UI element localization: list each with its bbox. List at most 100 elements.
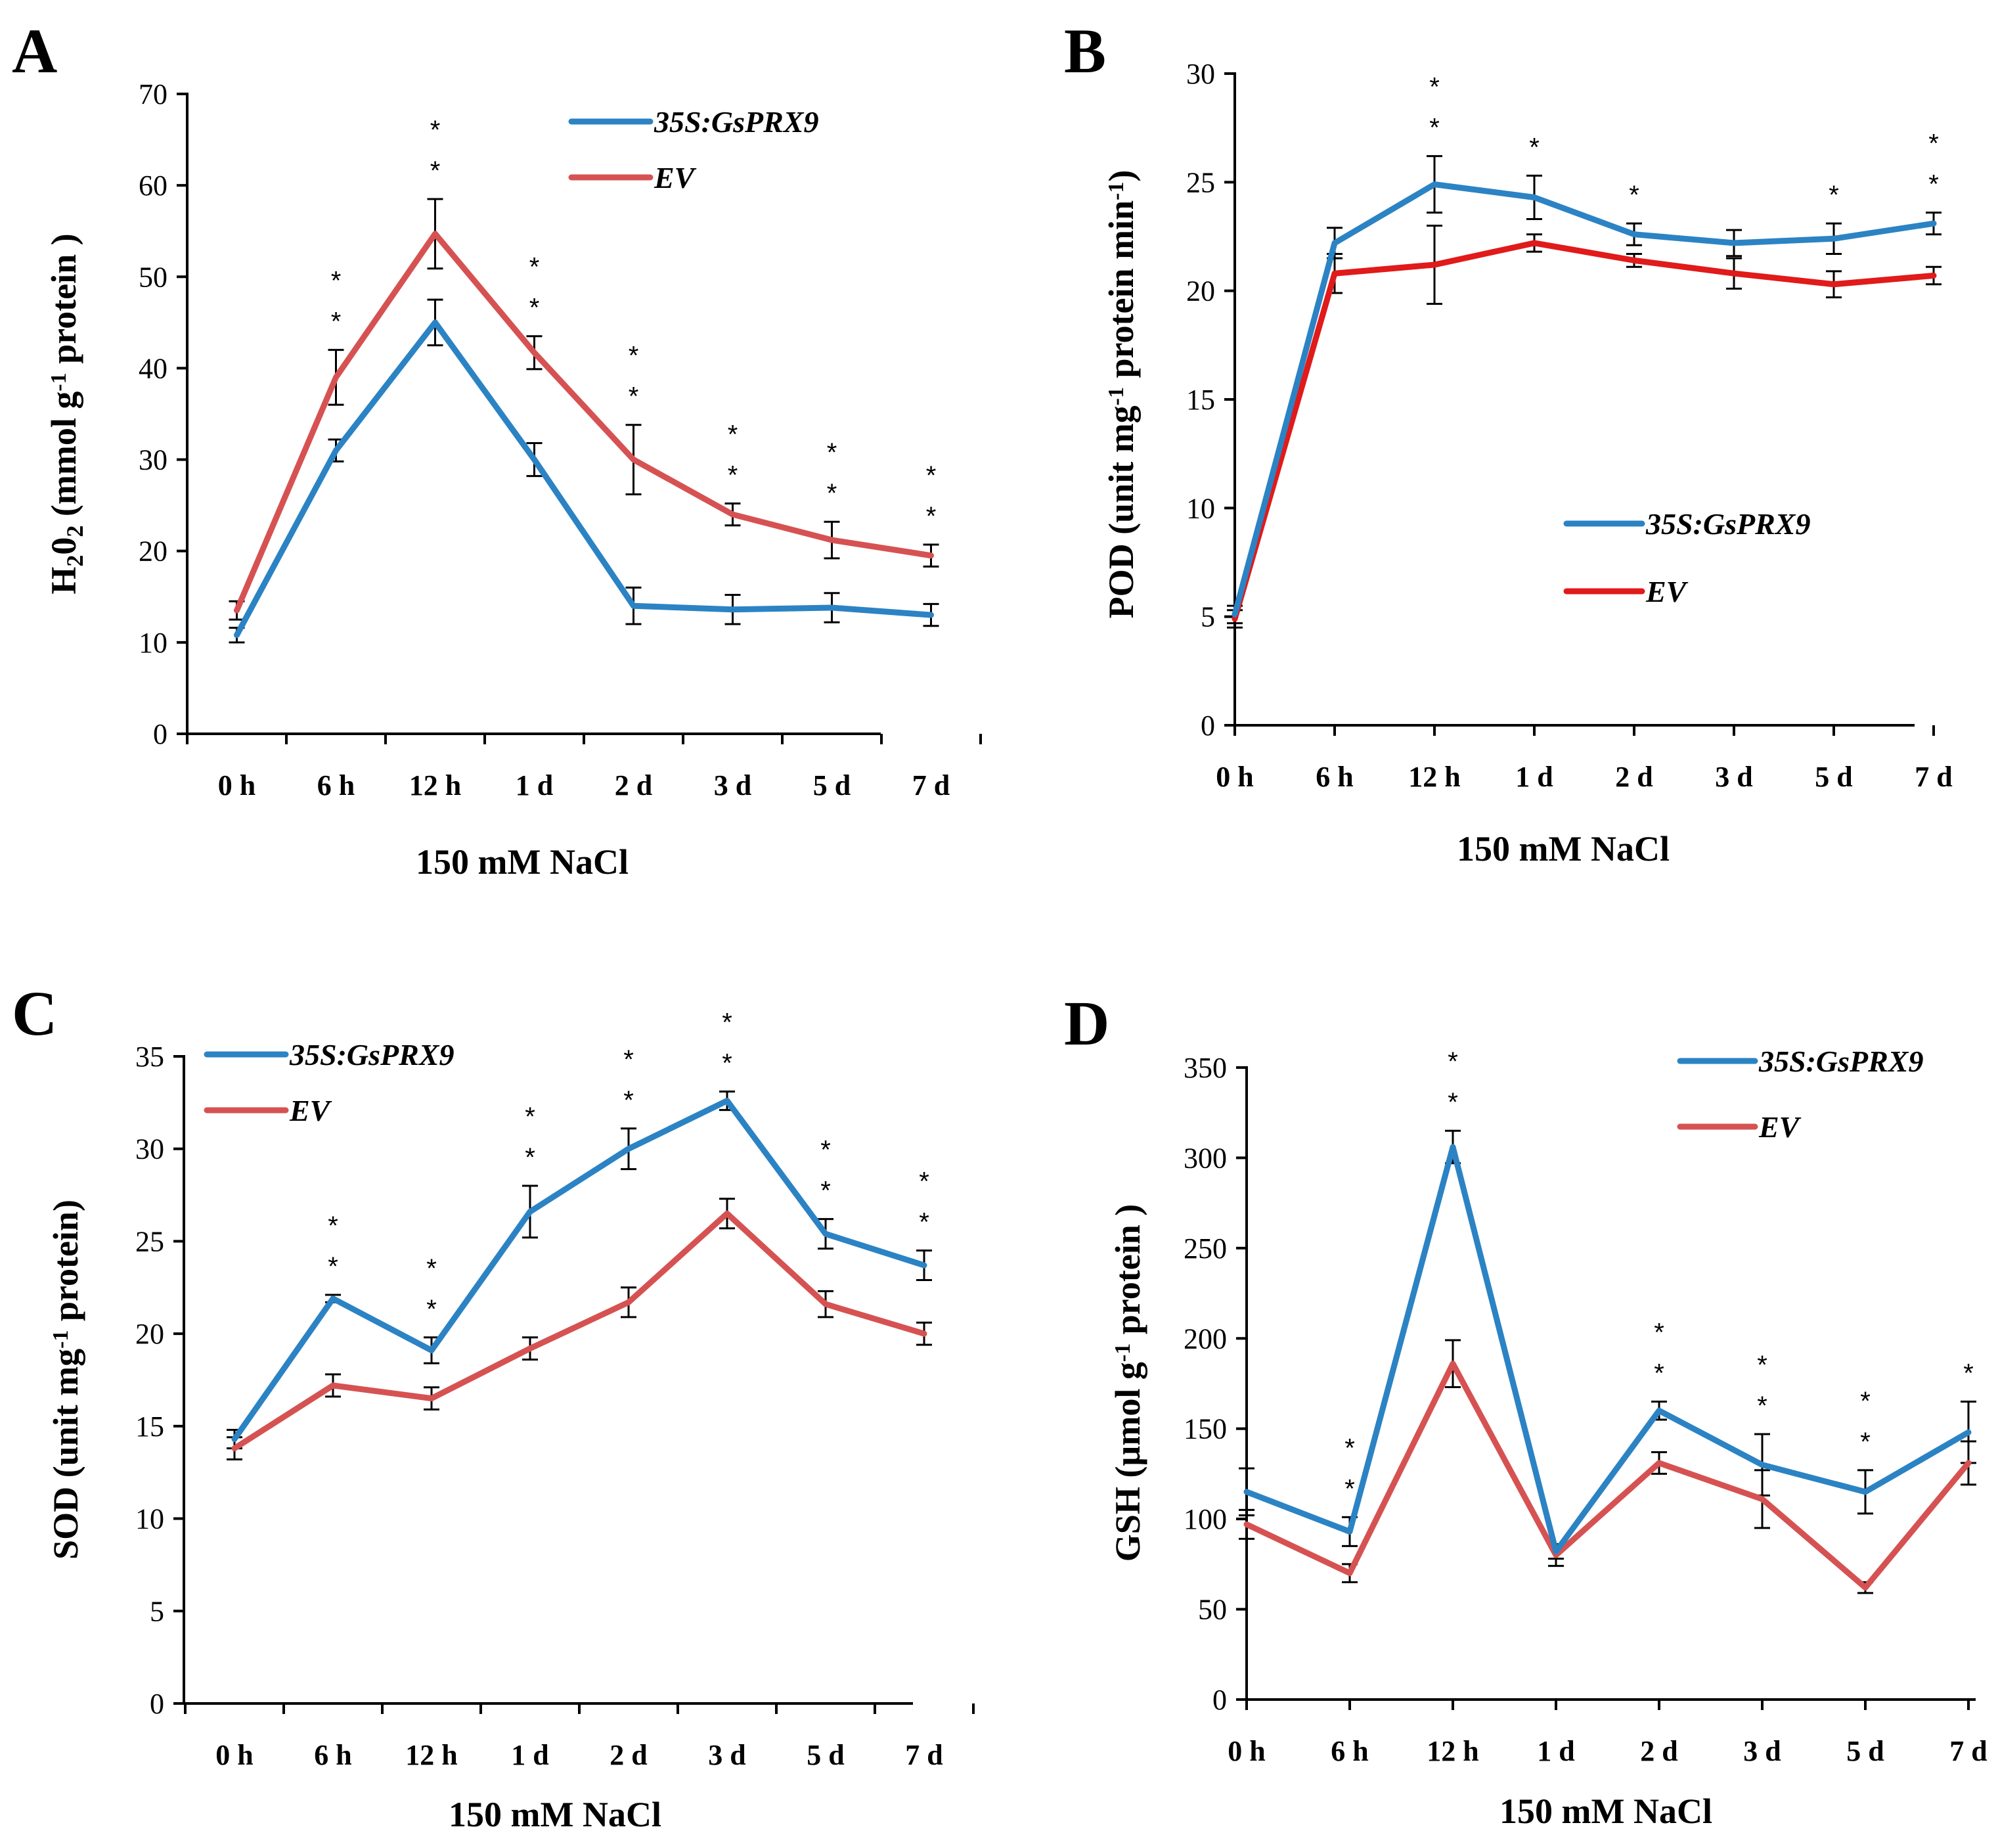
significance-star-c: * <box>919 1208 929 1237</box>
significance-star-d: * <box>1448 1047 1458 1076</box>
series-line-gsprx9-d <box>1243 1144 1972 1555</box>
y-tick-label-d: 0 <box>1212 1684 1227 1716</box>
series-line-ev-b <box>1232 240 1937 622</box>
x-tick-label-d: 6 h <box>1331 1735 1368 1767</box>
y-title-part: POD (unit mg <box>1101 405 1141 618</box>
x-tick-label-d: 1 d <box>1537 1735 1574 1767</box>
significance-star-c: * <box>820 1136 831 1165</box>
legend-label-ev-a: EV <box>654 161 697 194</box>
y-tick-label-d: 150 <box>1184 1413 1227 1445</box>
x-tick-label-d: 0 h <box>1228 1735 1265 1767</box>
y-title-part: SOD (unit mg <box>46 1349 85 1560</box>
significance-star-d: * <box>1860 1387 1871 1416</box>
y-tick-label-b: 15 <box>1186 384 1215 416</box>
x-tick-label-b: 7 d <box>1915 761 1952 793</box>
x-tick-label-b: 3 d <box>1715 761 1752 793</box>
series-line-gsprx9-a <box>234 319 934 639</box>
y-axis-title-b: POD (unit mg-1 protein min-1) <box>1101 170 1141 619</box>
y-title-part: protein ) <box>1108 1204 1147 1343</box>
y-tick-label-c: 15 <box>135 1410 164 1443</box>
x-tick-label-d: 5 d <box>1846 1735 1884 1767</box>
significance-star-c: * <box>623 1045 634 1074</box>
legend-label-gsprx9-a: 35S:GsPRX9 <box>654 105 818 139</box>
significance-star-d: * <box>1757 1391 1767 1420</box>
y-title-part: (mmol g <box>44 392 83 526</box>
y-title-sup: -1 <box>1111 1343 1135 1362</box>
y-axis-title-c: SOD (unit mg-1 protein) <box>46 1200 85 1560</box>
significance-star-b: * <box>1429 114 1440 143</box>
x-tick-label-c: 3 d <box>708 1739 745 1771</box>
significance-star-a: * <box>629 342 639 371</box>
significance-star-d: * <box>1344 1433 1355 1462</box>
significance-star-c: * <box>328 1211 338 1240</box>
x-tick-label-b: 12 h <box>1408 761 1460 793</box>
significance-star-c: * <box>722 1048 732 1077</box>
y-tick-label-d: 350 <box>1184 1052 1227 1084</box>
y-tick-label-a: 20 <box>139 535 167 568</box>
x-tick-label-a: 5 d <box>813 769 851 801</box>
significance-star-b: * <box>1629 181 1639 210</box>
y-title-part: protein) <box>46 1200 85 1330</box>
y-title-sup: -1 <box>1104 182 1128 200</box>
significance-star-d: * <box>1344 1474 1355 1503</box>
y-title-part: GSH (µmol g <box>1108 1362 1147 1562</box>
significance-star-c: * <box>426 1254 437 1283</box>
y-tick-label-b: 20 <box>1186 275 1215 307</box>
legend-label-gsprx9-c: 35S:GsPRX9 <box>289 1038 454 1071</box>
x-axis-title-d: 150 mM NaCl <box>1499 1792 1712 1831</box>
y-title-sub: 2 <box>62 555 88 567</box>
x-axis-title-a: 150 mM NaCl <box>416 842 629 882</box>
y-tick-label-b: 0 <box>1201 710 1215 742</box>
significance-star-a: * <box>728 420 738 449</box>
y-tick-label-c: 30 <box>135 1133 164 1165</box>
legend-label-gsprx9-b: 35S:GsPRX9 <box>1645 507 1810 541</box>
significance-star-a: * <box>629 382 639 411</box>
x-tick-label-a: 3 d <box>714 769 751 801</box>
significance-star-b: * <box>1928 170 1939 199</box>
significance-star-b: * <box>1529 133 1540 162</box>
significance-star-c: * <box>525 1143 535 1172</box>
significance-star-b: * <box>1928 129 1939 158</box>
significance-star-a: * <box>827 479 837 508</box>
x-tick-label-c: 1 d <box>511 1739 548 1771</box>
significance-star-a: * <box>430 156 441 185</box>
x-tick-label-a: 7 d <box>912 769 950 801</box>
legend-label-ev-d: EV <box>1758 1110 1802 1144</box>
x-tick-label-a: 1 d <box>516 769 553 801</box>
significance-star-a: * <box>827 438 837 467</box>
significance-star-b: * <box>1829 181 1839 210</box>
x-tick-label-a: 2 d <box>615 769 652 801</box>
significance-star-c: * <box>722 1008 732 1037</box>
y-tick-label-c: 10 <box>135 1503 164 1535</box>
y-tick-label-b: 5 <box>1201 601 1215 633</box>
panel-letter-b: B <box>1064 16 1106 86</box>
significance-star-a: * <box>529 294 540 323</box>
significance-star-a: * <box>926 461 937 490</box>
significance-star-d: * <box>1448 1088 1458 1117</box>
legend-label-gsprx9-d: 35S:GsPRX9 <box>1758 1045 1923 1078</box>
y-tick-label-a: 30 <box>139 444 167 476</box>
y-tick-label-a: 10 <box>139 627 167 659</box>
y-tick-label-b: 25 <box>1186 166 1215 198</box>
significance-star-a: * <box>728 461 738 489</box>
significance-star-c: * <box>525 1102 535 1131</box>
y-tick-label-b: 30 <box>1186 58 1215 90</box>
y-tick-label-a: 0 <box>153 718 167 750</box>
significance-star-d: * <box>1654 1318 1664 1347</box>
y-tick-label-d: 250 <box>1184 1232 1227 1265</box>
y-tick-label-d: 50 <box>1198 1594 1227 1626</box>
series-line-ev-c <box>231 1210 927 1452</box>
y-title-sup: -1 <box>47 372 71 391</box>
panel-letter-a: A <box>12 16 57 86</box>
significance-star-c: * <box>328 1252 338 1281</box>
x-tick-label-d: 12 h <box>1427 1735 1478 1767</box>
significance-star-c: * <box>820 1177 831 1206</box>
x-tick-label-a: 6 h <box>317 769 355 801</box>
x-tick-label-b: 6 h <box>1316 761 1353 793</box>
significance-star-a: * <box>331 307 342 336</box>
x-tick-label-b: 5 d <box>1815 761 1852 793</box>
x-tick-label-b: 2 d <box>1615 761 1653 793</box>
y-tick-label-a: 50 <box>139 261 167 293</box>
significance-star-d: * <box>1757 1351 1767 1380</box>
